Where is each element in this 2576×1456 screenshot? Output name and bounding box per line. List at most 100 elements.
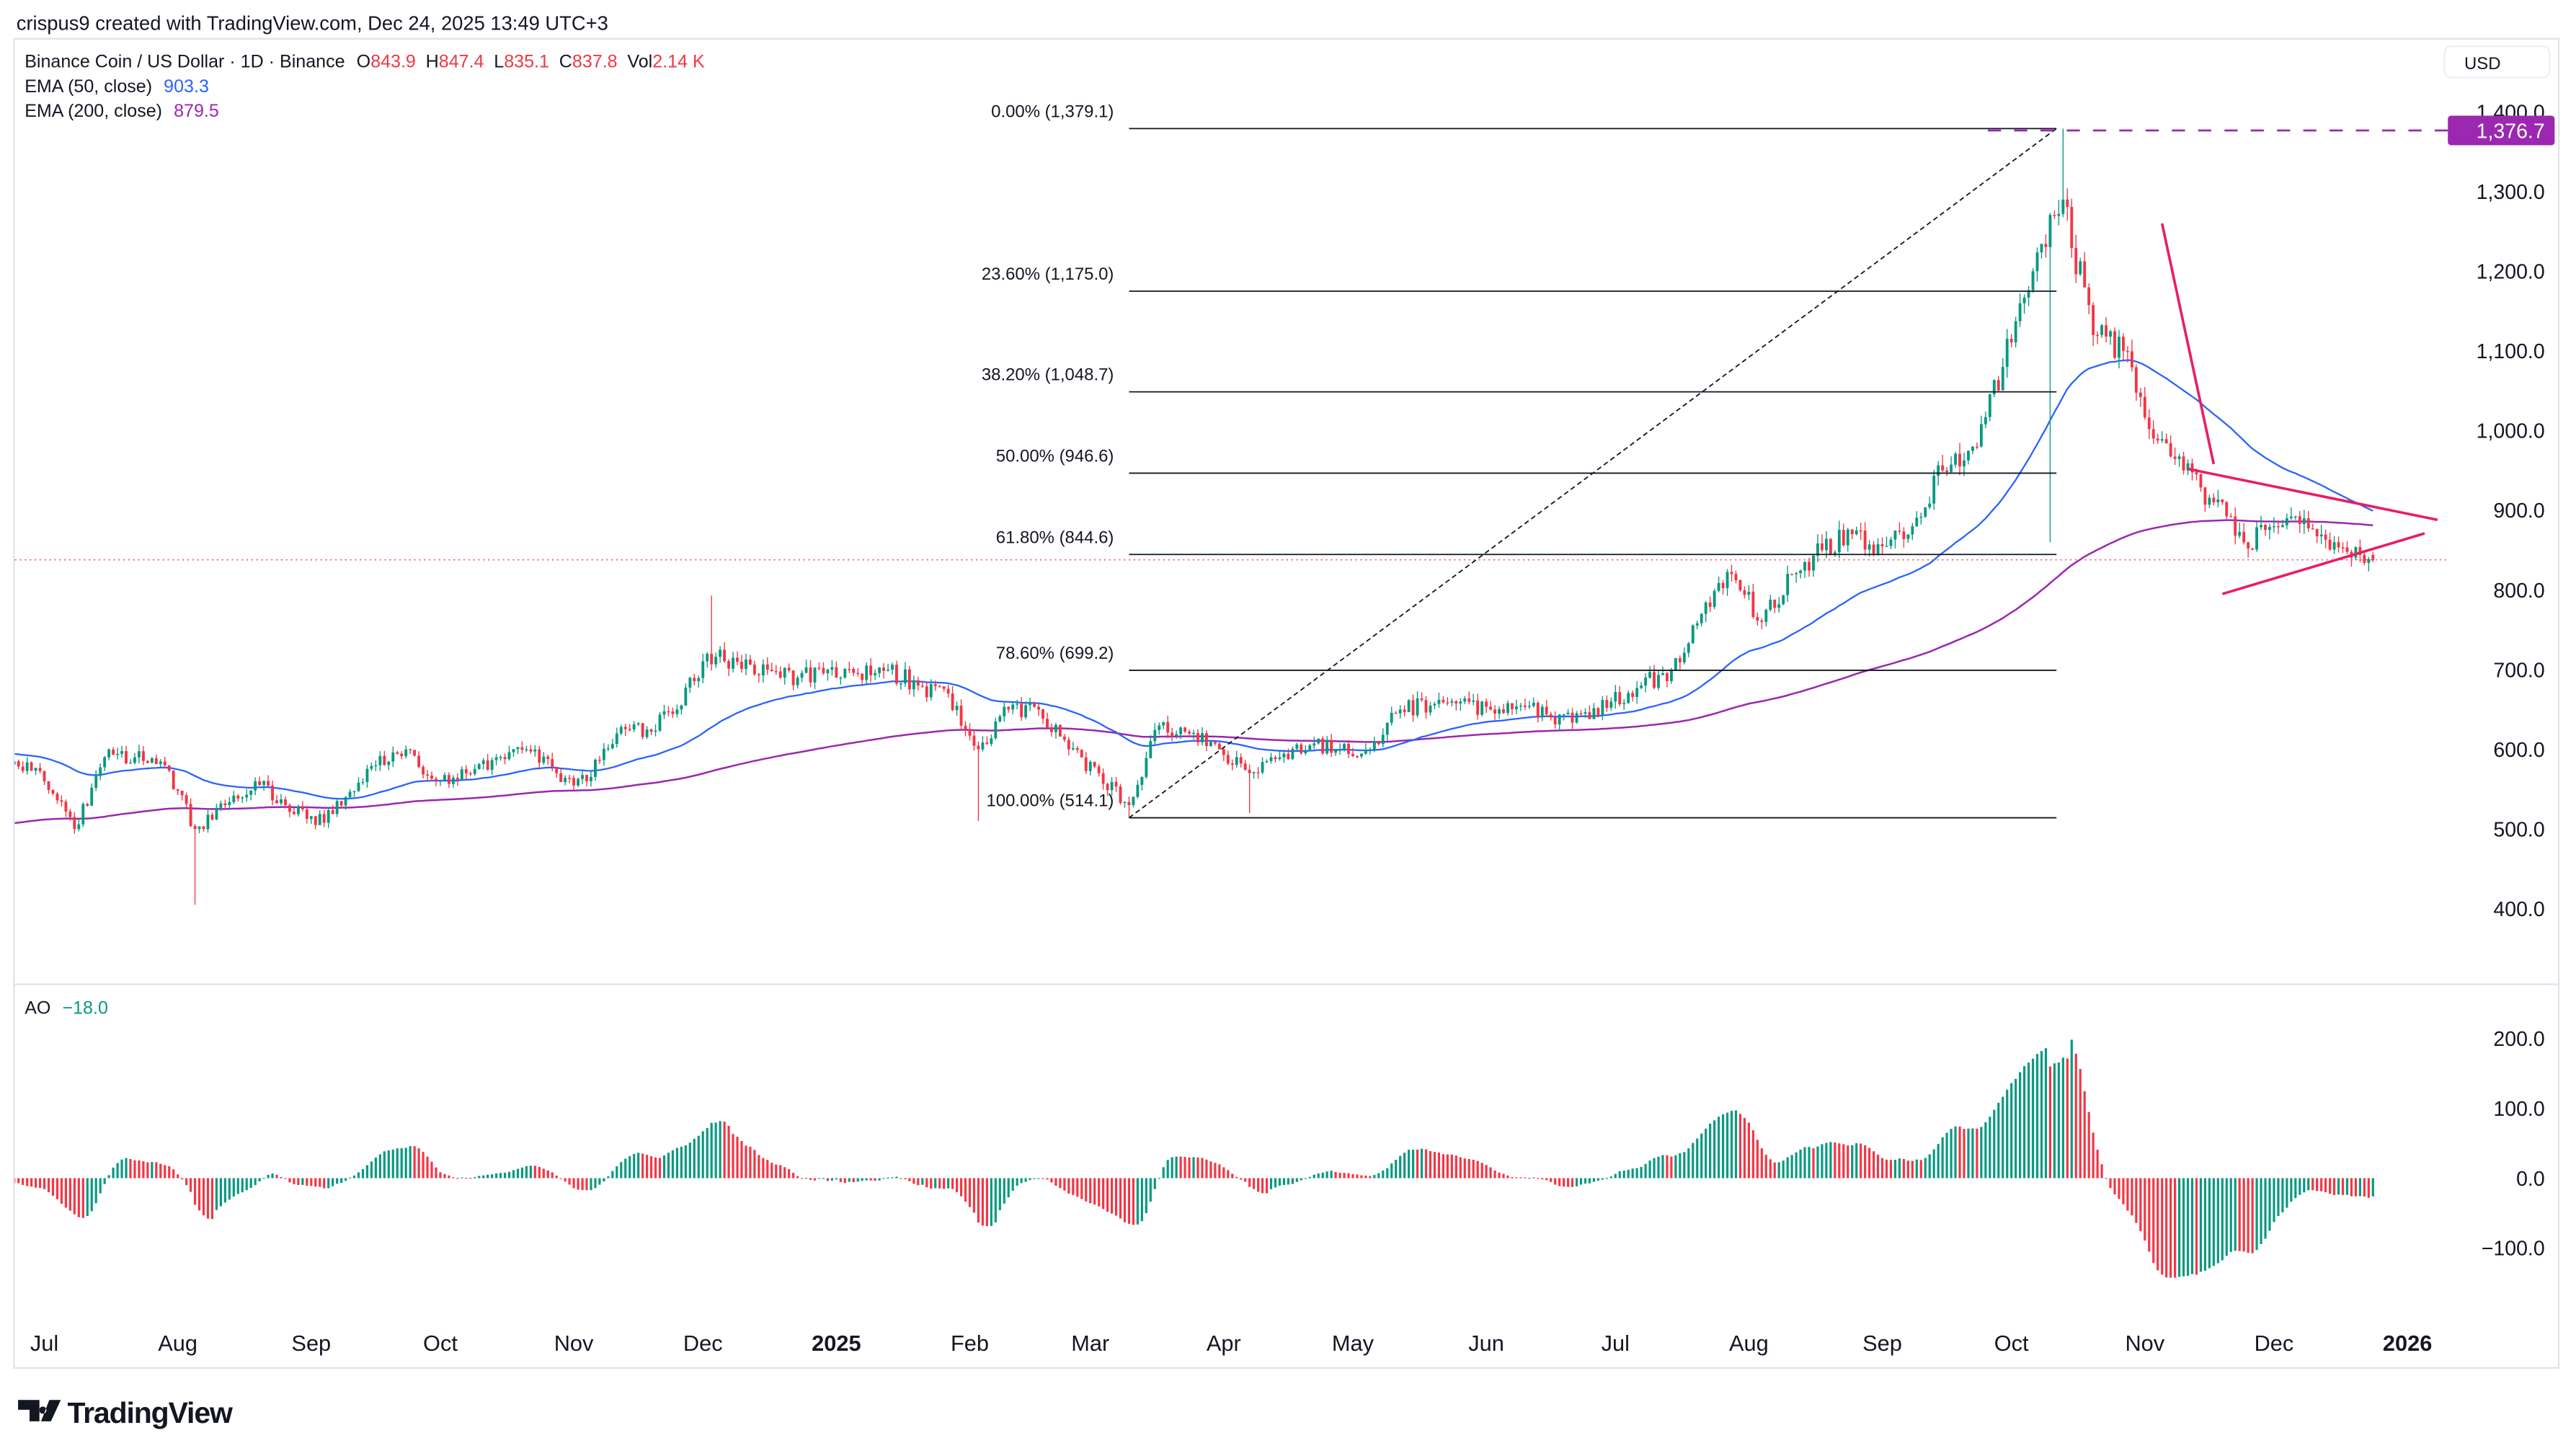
candle[interactable] [1291, 746, 1294, 760]
candle[interactable] [1627, 690, 1630, 704]
candle[interactable] [2143, 386, 2146, 420]
candle[interactable] [1506, 700, 1509, 716]
candle[interactable] [1338, 743, 1342, 755]
candle[interactable] [796, 675, 799, 689]
candle[interactable] [1950, 456, 1953, 474]
candle[interactable] [271, 780, 274, 806]
candle[interactable] [900, 680, 902, 691]
candle[interactable] [413, 750, 417, 757]
candle[interactable] [1988, 394, 1991, 422]
candle[interactable] [249, 790, 253, 801]
candle[interactable] [1054, 722, 1057, 739]
candle[interactable] [1648, 666, 1651, 679]
candle[interactable] [81, 802, 85, 827]
candle[interactable] [301, 801, 304, 812]
candle[interactable] [1226, 750, 1230, 765]
candle[interactable] [447, 772, 450, 789]
candle[interactable] [141, 745, 145, 765]
candle[interactable] [1540, 703, 1544, 722]
candle[interactable] [916, 677, 920, 691]
candle[interactable] [1359, 753, 1363, 759]
candle[interactable] [2199, 473, 2203, 492]
candle[interactable] [499, 755, 502, 761]
candle[interactable] [778, 666, 782, 680]
candle[interactable] [752, 660, 756, 676]
candle[interactable] [1252, 771, 1256, 779]
candle[interactable] [116, 747, 120, 760]
candle[interactable] [2096, 331, 2100, 345]
candle[interactable] [215, 804, 218, 820]
candle[interactable] [1179, 726, 1183, 740]
candle[interactable] [1747, 585, 1751, 600]
candle[interactable] [2001, 358, 2004, 391]
candle[interactable] [2225, 501, 2229, 520]
candle[interactable] [1217, 741, 1221, 750]
candle[interactable] [1885, 536, 1888, 547]
candle[interactable] [2014, 316, 2017, 348]
candle[interactable] [688, 676, 692, 693]
candle[interactable] [1351, 747, 1354, 758]
candle[interactable] [1175, 730, 1178, 740]
candle[interactable] [1136, 780, 1140, 799]
candle[interactable] [494, 754, 498, 765]
candle[interactable] [159, 759, 162, 768]
candle[interactable] [2126, 346, 2129, 363]
candle[interactable] [1424, 696, 1428, 719]
trendline[interactable] [2188, 467, 2438, 522]
candle[interactable] [309, 816, 313, 824]
candle[interactable] [813, 667, 817, 690]
candle[interactable] [2031, 268, 2035, 293]
candle[interactable] [1308, 743, 1312, 752]
candle[interactable] [804, 660, 808, 673]
candle[interactable] [1235, 750, 1238, 768]
candle[interactable] [1467, 691, 1471, 705]
candle[interactable] [2319, 525, 2323, 544]
candle[interactable] [1261, 757, 1264, 775]
candle[interactable] [2138, 388, 2142, 407]
candle[interactable] [1080, 749, 1083, 758]
candle[interactable] [1282, 750, 1286, 763]
candle[interactable] [426, 770, 429, 782]
candle[interactable] [396, 750, 399, 755]
candle[interactable] [391, 746, 395, 768]
candle[interactable] [1833, 550, 1836, 557]
candle[interactable] [925, 682, 928, 702]
candle[interactable] [1119, 784, 1122, 805]
candle[interactable] [933, 680, 937, 691]
candle[interactable] [2302, 510, 2306, 534]
candle[interactable] [946, 685, 950, 698]
candle[interactable] [1472, 693, 1475, 706]
candle[interactable] [1527, 701, 1531, 709]
candle[interactable] [848, 661, 851, 673]
candle[interactable] [2212, 493, 2216, 506]
candle[interactable] [352, 791, 356, 797]
candle[interactable] [727, 659, 731, 677]
candle[interactable] [577, 777, 579, 788]
candle[interactable] [262, 780, 266, 791]
candle[interactable] [1549, 711, 1553, 721]
candle[interactable] [1803, 561, 1806, 578]
candle[interactable] [9, 754, 12, 768]
candle[interactable] [137, 745, 141, 764]
candle[interactable] [1274, 755, 1277, 763]
candle[interactable] [701, 653, 705, 683]
candle[interactable] [1394, 711, 1398, 714]
candle[interactable] [1209, 741, 1212, 747]
candle[interactable] [1657, 670, 1660, 691]
candle[interactable] [1295, 742, 1299, 753]
candle[interactable] [370, 762, 373, 771]
candle[interactable] [1502, 703, 1505, 714]
candle[interactable] [163, 756, 166, 769]
candle[interactable] [538, 746, 541, 769]
candle[interactable] [468, 771, 472, 776]
candle[interactable] [951, 685, 954, 711]
candle[interactable] [1416, 691, 1419, 718]
candle[interactable] [2229, 512, 2233, 518]
candle[interactable] [1106, 783, 1109, 796]
candle[interactable] [1011, 701, 1015, 714]
candle[interactable] [1808, 557, 1811, 577]
candle[interactable] [1403, 705, 1406, 716]
candle[interactable] [1691, 624, 1695, 644]
candle[interactable] [90, 784, 94, 806]
candle[interactable] [2221, 499, 2224, 505]
